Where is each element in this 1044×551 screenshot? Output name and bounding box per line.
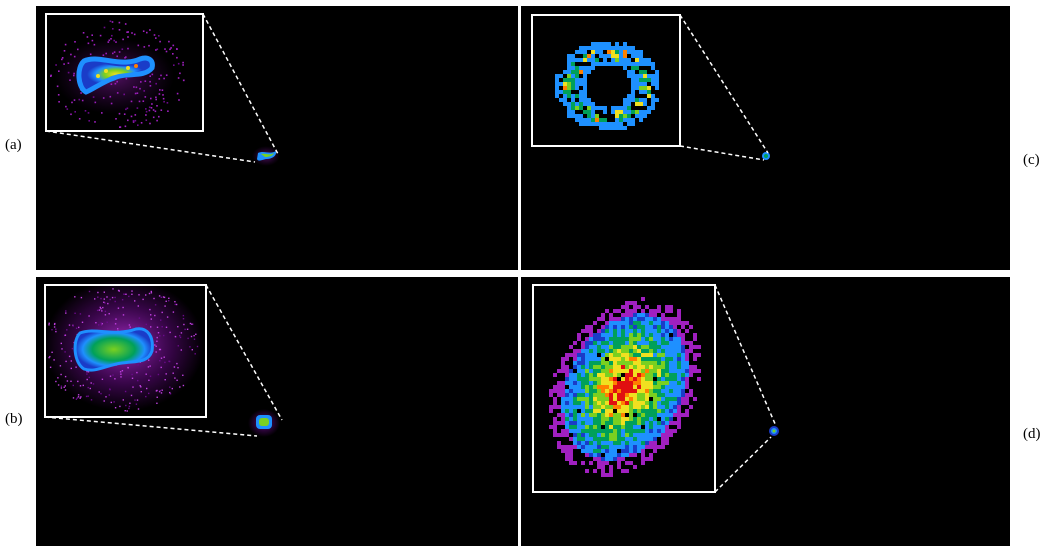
- panel-c: [521, 6, 1010, 270]
- inset-c: [531, 14, 681, 147]
- inset-d: [532, 284, 716, 493]
- inset-b: [44, 279, 207, 418]
- panel-d: [521, 277, 1010, 546]
- panel-a: [36, 6, 518, 270]
- label-b: (b): [5, 411, 23, 427]
- panel-b-figure: [44, 279, 283, 437]
- panel-a-figure: [45, 13, 280, 166]
- inset-a: [45, 13, 204, 132]
- panel-b: [36, 277, 518, 546]
- label-c: (c): [1023, 152, 1040, 168]
- label-a: (a): [5, 137, 22, 153]
- panel-d-figure: [532, 284, 779, 493]
- panel-c-figure: [531, 14, 770, 161]
- label-d: (d): [1023, 426, 1041, 442]
